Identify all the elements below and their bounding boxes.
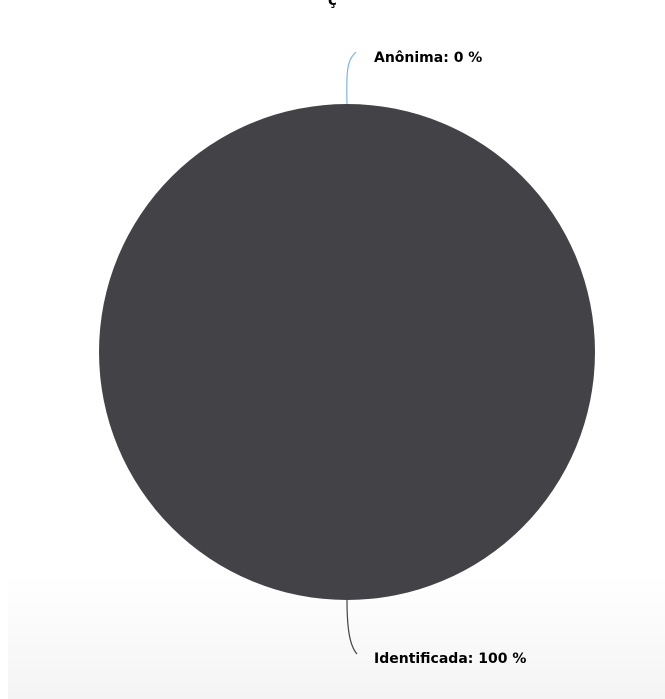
data-label-anonima: Anônima: 0 % (374, 50, 482, 66)
connector-identificada (346, 599, 358, 655)
chart-title-text: ç (328, 0, 337, 9)
connector-anonima (346, 51, 357, 105)
chart-title: ç (0, 0, 665, 10)
pie-slice-identificada[interactable] (99, 104, 595, 600)
data-label-identificada: Identificada: 100 % (374, 651, 526, 667)
